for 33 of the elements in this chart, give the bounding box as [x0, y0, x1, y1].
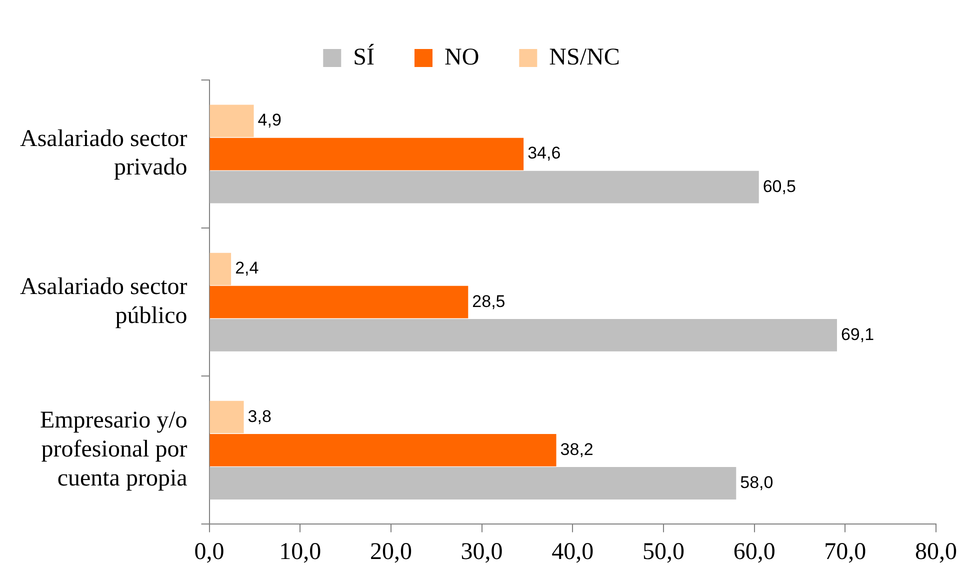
data-label: 2,4	[235, 258, 259, 278]
data-label: 34,6	[528, 144, 561, 163]
y-tick-label: Asalariado sector privado	[20, 126, 188, 181]
data-label: 58,0	[740, 472, 774, 492]
data-label: 69,1	[840, 324, 874, 344]
y-tick-label: Empresario y/o profesional por cuenta propia	[40, 408, 188, 492]
y-tick-label: Asalariado sector público	[20, 274, 188, 329]
bar	[210, 286, 468, 318]
x-tick-label: 40,0	[552, 538, 594, 565]
x-tick-label: 20,0	[370, 538, 412, 565]
data-label: 60,5	[762, 176, 796, 196]
bar	[210, 400, 244, 434]
x-tick-label: 50,0	[642, 538, 684, 565]
x-tick-label: 70,0	[824, 538, 866, 565]
data-label: 4,9	[258, 110, 282, 130]
legend-label: SÍ	[353, 43, 374, 70]
x-tick-label: 10,0	[279, 538, 322, 565]
bar	[210, 467, 736, 500]
bar	[210, 170, 759, 204]
x-tick-label: 30,0	[460, 538, 503, 565]
legend-label: NS/NC	[549, 44, 620, 70]
bar	[210, 318, 837, 352]
bar	[210, 252, 232, 286]
x-tick-label: 60,0	[733, 538, 776, 565]
data-label: 3,8	[248, 406, 272, 426]
data-label: 28,5	[472, 292, 506, 311]
x-tick-label: 0,0	[194, 538, 224, 565]
legend-label: NO	[444, 44, 480, 70]
data-label: 38,2	[560, 440, 594, 459]
x-tick-label: 80,0	[915, 538, 957, 565]
bar	[210, 138, 524, 170]
bar	[210, 434, 556, 466]
bar	[210, 104, 254, 138]
